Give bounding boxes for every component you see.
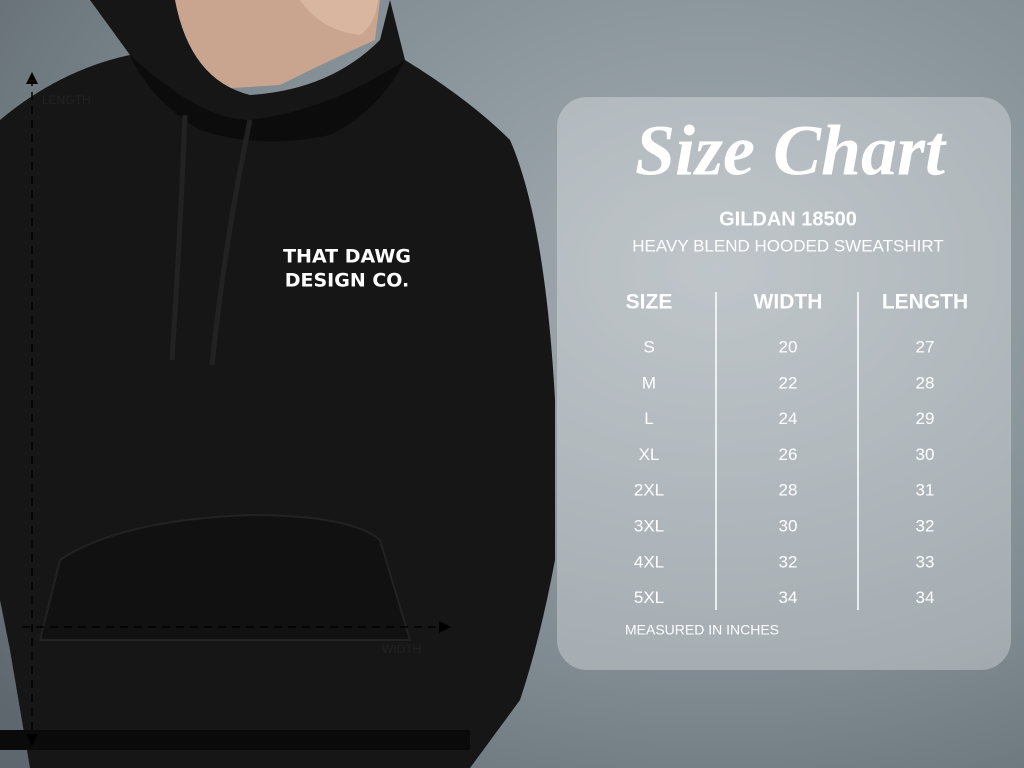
table-cell: 30 — [916, 445, 935, 464]
table-cell: 28 — [916, 373, 935, 392]
length-label: LENGTH — [42, 93, 91, 107]
table-cell: M — [642, 373, 656, 392]
table-cell: 33 — [916, 552, 935, 571]
table-cell: 32 — [916, 516, 935, 535]
table-cell: 30 — [779, 516, 798, 535]
logo-line: DESIGN CO. — [285, 270, 410, 292]
product-name: HEAVY BLEND HOODED SWEATSHIRT — [632, 236, 943, 255]
table-cell: 3XL — [634, 516, 664, 535]
table-cell: 31 — [916, 481, 935, 500]
drawstrings — [169, 114, 253, 366]
pocket — [38, 513, 412, 641]
column-header: WIDTH — [754, 291, 823, 314]
face — [300, 0, 378, 35]
footnote: MEASURED IN INCHES — [625, 622, 779, 638]
width-label: WIDTH — [382, 642, 421, 656]
table-cell: 24 — [779, 409, 798, 428]
table-cell: XL — [639, 445, 660, 464]
table-cell: L — [644, 409, 653, 428]
table-cell: 22 — [779, 373, 798, 392]
width-arrow — [439, 621, 451, 633]
product-model: GILDAN 18500 — [719, 208, 857, 230]
table-cell: 20 — [779, 337, 798, 356]
column-header: LENGTH — [882, 291, 968, 314]
logo-line: THAT DAWG — [283, 246, 411, 268]
size-table: SIZE WIDTH LENGTH S 20 27 M 22 28 L 24 29 XL 26 30 2XL 2… — [626, 291, 969, 608]
table-cell: 5XL — [634, 588, 664, 607]
size-chart-panel — [557, 97, 1011, 670]
column-header: SIZE — [626, 291, 673, 314]
table-cell: 28 — [779, 481, 798, 500]
table-cell: 34 — [916, 588, 935, 607]
table-cell: 4XL — [634, 552, 664, 571]
table-cell: 32 — [779, 552, 798, 571]
table-cell: 2XL — [634, 481, 664, 500]
table-cell: S — [643, 337, 654, 356]
table-cell: 27 — [916, 337, 935, 356]
chart-title: Size Chart — [635, 111, 947, 191]
hoodie — [0, 0, 555, 768]
table-cell: 26 — [779, 445, 798, 464]
hood-opening — [130, 55, 405, 142]
table-cell: 29 — [916, 409, 935, 428]
table-cell: 34 — [779, 588, 798, 607]
